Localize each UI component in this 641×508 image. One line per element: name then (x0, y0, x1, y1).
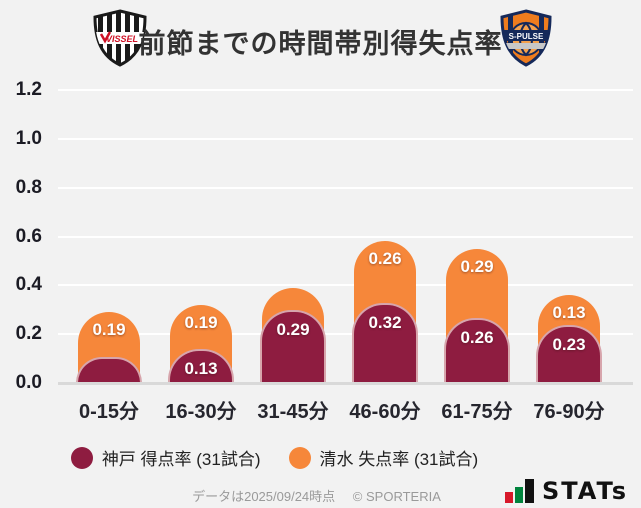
x-axis-category-label: 46-60分 (349, 401, 421, 423)
x-axis-category-label: 16-30分 (165, 401, 237, 423)
legend-item-shimizu: 清水 失点率 (31試合) (288, 445, 479, 470)
legend: 神戸 得点率 (31試合) 清水 失点率 (31試合) (0, 445, 595, 470)
legend-item-kobe: 神戸 得点率 (31試合) (70, 445, 261, 470)
s-pulse-logo-text: S-PULSE (509, 32, 544, 41)
y-axis-tick-label: 0.8 (15, 176, 42, 198)
s-pulse-crest-icon: S-PULSE (496, 9, 556, 72)
bar-group: 0.29 (260, 0, 326, 508)
shimizu-value-label: 0.19 (184, 313, 218, 332)
shimizu-value-label: 0.13 (552, 303, 586, 322)
kobe-legend-marker-icon (70, 446, 93, 469)
x-axis-category-label: 0-15分 (78, 401, 140, 423)
kobe-value-label: 0.23 (552, 335, 586, 354)
shimizu-legend-label: 清水 失点率 (31試合) (319, 450, 479, 469)
stats-logo-black-bar-icon (525, 479, 534, 503)
grid-line (58, 89, 633, 92)
stats-logo-green-bar-icon (515, 487, 523, 503)
x-axis-category-label: 76-90分 (533, 401, 605, 423)
shimizu-legend-marker-icon (288, 446, 311, 469)
shimizu-value-label: 0.29 (460, 257, 494, 276)
stats-logo-red-bar-icon (505, 492, 513, 503)
y-axis-tick-label: 0.4 (15, 274, 42, 296)
bar-segment-kobe: 0.32 (352, 303, 418, 383)
bar-group: 0.13 0.23 (536, 0, 602, 508)
shimizu-value-label: 0.26 (368, 249, 402, 268)
y-axis-tick-label: 0.6 (15, 225, 42, 247)
grid-line (58, 333, 633, 336)
kobe-value-label: 0.13 (184, 359, 218, 378)
bar-group: 0.19 0.13 (168, 0, 234, 508)
footer-note: データは2025/09/24時点 © SPORTERIA (0, 486, 637, 505)
kobe-value-label: 0.29 (276, 320, 310, 339)
bar-group: 0.29 0.26 (444, 0, 510, 508)
kobe-value-label: 0.26 (460, 328, 494, 347)
y-axis-tick-label: 1.2 (15, 79, 42, 101)
stats-logo-text: STATs (542, 477, 628, 505)
bar-segment-kobe: 0.23 (536, 325, 602, 383)
kobe-value-label: 0.32 (368, 313, 402, 332)
data-date-note: データは2025/09/24時点 (192, 489, 336, 504)
y-axis-tick-label: 0.2 (15, 323, 42, 345)
bar-segment-kobe: 0.26 (444, 318, 510, 383)
bar-group: 0.19 (76, 0, 142, 508)
bar-segment-kobe: 0.29 (260, 310, 326, 383)
grid-line (58, 235, 633, 238)
x-axis-category-label: 31-45分 (257, 401, 329, 423)
page-title: 前節までの時間帯別得失点率 (138, 29, 503, 59)
x-axis-category-label: 61-75分 (441, 401, 513, 423)
shimizu-value-label: 0.19 (92, 320, 126, 339)
grid-line (58, 284, 633, 287)
x-axis-baseline (58, 382, 633, 385)
grid-line (58, 186, 633, 189)
vissel-kobe-crest-icon: VISSEL (89, 9, 151, 72)
grid-line (58, 138, 633, 140)
kobe-legend-label: 神戸 得点率 (31試合) (101, 450, 261, 469)
bar-group: 0.26 0.32 (352, 0, 418, 508)
sporteria-copyright: © SPORTERIA (352, 489, 441, 504)
stats-logo: STATs (505, 477, 635, 503)
vissel-logo-text: VISSEL (106, 34, 138, 44)
y-axis-tick-label: 0.0 (15, 372, 42, 393)
y-axis-tick-label: 1.0 (15, 128, 42, 149)
